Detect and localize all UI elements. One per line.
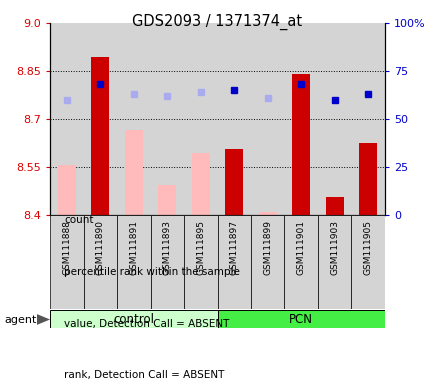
Bar	[258, 212, 276, 215]
Text: GSM111890: GSM111890	[95, 220, 105, 275]
Text: GSM111905: GSM111905	[363, 220, 372, 275]
Bar	[83, 23, 117, 215]
Bar	[83, 215, 117, 309]
Text: agent: agent	[4, 315, 36, 325]
Bar	[158, 185, 176, 215]
Text: count: count	[64, 215, 93, 225]
Bar	[91, 57, 109, 215]
Bar	[57, 166, 76, 215]
Bar	[250, 23, 284, 215]
Text: GSM111903: GSM111903	[329, 220, 339, 275]
Bar	[284, 215, 317, 309]
Bar	[317, 215, 351, 309]
Text: GSM111899: GSM111899	[263, 220, 272, 275]
Bar	[351, 215, 384, 309]
Bar	[358, 143, 377, 215]
Text: percentile rank within the sample: percentile rank within the sample	[64, 267, 239, 277]
Bar	[150, 215, 184, 309]
Bar	[217, 310, 384, 328]
Text: GSM111888: GSM111888	[62, 220, 71, 275]
Text: GSM111901: GSM111901	[296, 220, 305, 275]
Bar	[317, 23, 351, 215]
Bar	[150, 23, 184, 215]
Bar	[250, 215, 284, 309]
Bar	[325, 197, 343, 215]
Bar	[124, 130, 143, 215]
Bar	[50, 215, 83, 309]
Text: GSM111893: GSM111893	[162, 220, 171, 275]
Text: GSM111897: GSM111897	[229, 220, 238, 275]
Text: rank, Detection Call = ABSENT: rank, Detection Call = ABSENT	[64, 371, 224, 381]
Text: PCN: PCN	[289, 313, 312, 326]
Bar	[217, 23, 250, 215]
Bar	[50, 310, 217, 328]
Text: GSM111895: GSM111895	[196, 220, 205, 275]
Bar	[217, 215, 250, 309]
Bar	[284, 23, 317, 215]
Bar	[351, 23, 384, 215]
Bar	[117, 215, 150, 309]
Bar	[184, 215, 217, 309]
Text: value, Detection Call = ABSENT: value, Detection Call = ABSENT	[64, 319, 229, 329]
Text: GSM111891: GSM111891	[129, 220, 138, 275]
Bar	[291, 74, 310, 215]
Text: control: control	[113, 313, 154, 326]
Polygon shape	[37, 314, 50, 325]
Bar	[117, 23, 150, 215]
Bar	[224, 149, 243, 215]
Bar	[184, 23, 217, 215]
Text: GDS2093 / 1371374_at: GDS2093 / 1371374_at	[132, 13, 302, 30]
Bar	[191, 153, 210, 215]
Bar	[50, 23, 83, 215]
